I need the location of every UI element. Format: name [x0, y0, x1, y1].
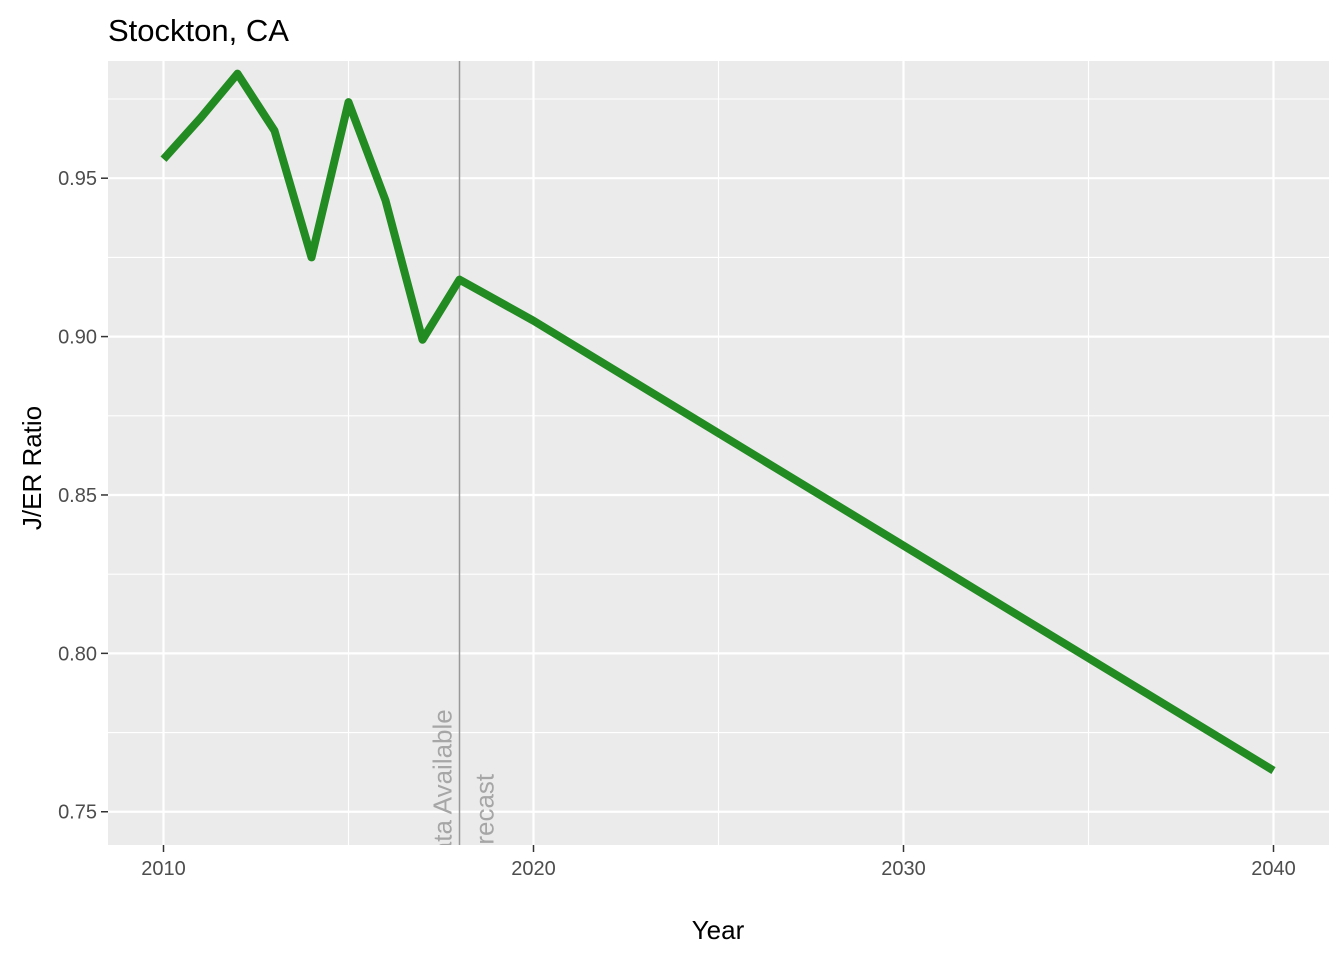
annotation-forecast: Forecast	[470, 773, 500, 875]
x-tick-label: 2040	[1251, 858, 1296, 880]
x-tick-label: 2020	[511, 858, 556, 880]
x-axis-title: Year	[692, 915, 745, 945]
major-gridlines	[108, 61, 1329, 845]
y-axis: 0.75 0.80 0.85 0.90 0.95	[58, 168, 108, 824]
y-tick-label: 0.75	[58, 802, 97, 824]
x-tick-label: 2010	[141, 858, 186, 880]
x-tick-label: 2030	[881, 858, 926, 880]
y-tick-label: 0.85	[58, 485, 97, 507]
annotations: Data Available Forecast	[428, 709, 500, 875]
y-tick-label: 0.95	[58, 168, 97, 190]
series-line	[160, 69, 1276, 774]
y-tick-label: 0.80	[58, 643, 97, 665]
y-axis-title: J/ER Ratio	[17, 406, 47, 530]
y-tick-label: 0.90	[58, 327, 97, 349]
chart-title: Stockton, CA	[108, 13, 289, 48]
x-axis: 2010 2020 2030 2040	[141, 845, 1296, 880]
annotation-data-available: Data Available	[428, 709, 458, 875]
